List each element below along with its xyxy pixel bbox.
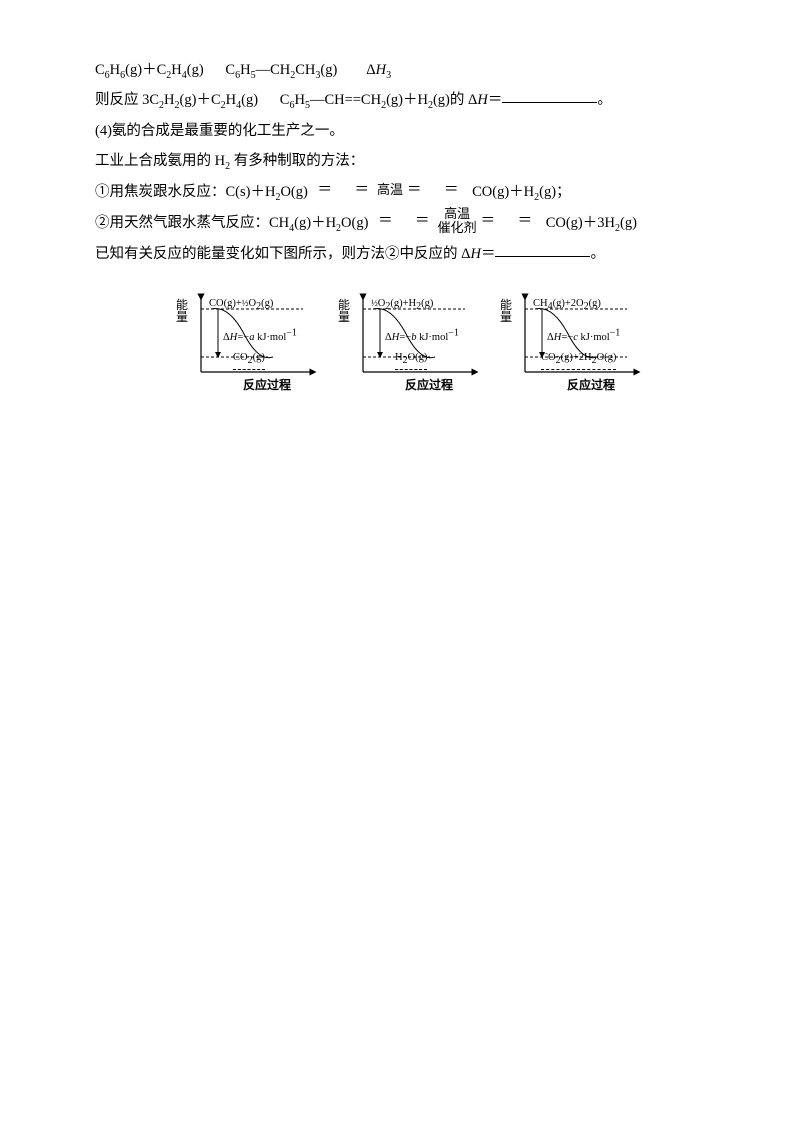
- delta-h-label: ΔH=−c kJ·mol−1: [547, 327, 620, 349]
- txt: CH: [295, 62, 315, 78]
- equation-methane-steam: ②用天然气跟水蒸气反应：CH4(g)＋H2O(g) ＝ ＝高温催化剂＝ ＝ CO…: [95, 208, 725, 239]
- text-hydrogen-methods: 工业上合成氨用的 H2 有多种制取的方法：: [95, 146, 725, 176]
- equation-coke-water: ①用焦炭跟水反应：C(s)＋H2O(g) ＝ ＝高温＝ ＝ CO(g)＋H2(g…: [95, 177, 725, 208]
- reaction-arrow: ＝ ＝高温＝ ＝: [313, 175, 466, 205]
- reaction-arrow: ＝ ＝高温催化剂＝ ＝: [374, 206, 540, 236]
- txt: (4)氨的合成是最重要的化工生产之一。: [95, 123, 344, 139]
- txt: O(g): [341, 215, 368, 231]
- txt: 。: [597, 92, 612, 108]
- top-species: ½O2(g)+H2(g): [371, 293, 433, 315]
- txt: CO(g)＋H: [472, 184, 534, 200]
- fill-blank: [502, 88, 597, 104]
- y-axis-label: 量: [176, 310, 188, 324]
- txt: H: [171, 62, 181, 78]
- txt: CO(g)＋3H: [546, 215, 615, 231]
- delta-h: H: [470, 246, 480, 262]
- txt: (g): [187, 62, 204, 78]
- energy-diagram-ch4: 能 量 CH4(g)+2O2(g) ΔH=−c kJ·mol−1 CO2(g)+…: [497, 287, 647, 397]
- txt: (g): [620, 215, 637, 231]
- txt: O(g): [280, 184, 307, 200]
- txt: (g) Δ: [320, 62, 375, 78]
- arrow-eq: ＝ ＝: [403, 182, 467, 198]
- txt: ＝: [488, 92, 503, 108]
- top-species: CO(g)+½O2(g): [209, 293, 273, 315]
- arrow-condition-top: 高温: [438, 207, 477, 221]
- txt: H: [240, 62, 250, 78]
- text-question-prompt: 已知有关反应的能量变化如下图所示，则方法②中反应的 ΔH＝ 。: [95, 239, 725, 269]
- energy-diagram-h2o: 能 量 ½O2(g)+H2(g) ΔH=−b kJ·mol−1 H2O(g) 反…: [335, 287, 485, 397]
- txt: H: [110, 62, 120, 78]
- bottom-species: CO2(g): [233, 347, 265, 370]
- arrow-condition: 高温: [377, 183, 403, 197]
- equation-target-reaction: 则反应 3C2H2(g)＋C2H4(g) C6H5—CH==CH2(g)＋H2(…: [95, 85, 725, 115]
- arrow-eq: ＝ ＝: [374, 213, 438, 229]
- equation-benzene-ethylbenzene: C6H6(g)＋C2H4(g) C6H5—CH2CH3(g) ΔH3: [95, 55, 725, 85]
- delta-h-label: ΔH=−a kJ·mol−1: [223, 327, 297, 349]
- txt: 已知有关反应的能量变化如下图所示，则方法②中反应的 Δ: [95, 246, 470, 262]
- bottom-species: H2O(g): [395, 347, 427, 370]
- energy-diagram-co: 能 量 CO(g)+½O2(g) ΔH=−a kJ·mol−1 CO2(g) 反…: [173, 287, 323, 397]
- txt: H: [164, 92, 174, 108]
- x-axis-label: 反应过程: [405, 373, 453, 398]
- delta-h: H: [376, 62, 386, 78]
- txt: 工业上合成氨用的 H: [95, 153, 225, 169]
- txt: (g)＋H: [386, 92, 428, 108]
- txt: (g)＋C: [180, 92, 221, 108]
- arrow-eq: ＝ ＝: [477, 213, 541, 229]
- fill-blank: [495, 241, 590, 257]
- delta-h: H: [477, 92, 487, 108]
- txt: ②用天然气跟水蒸气反应：CH: [95, 215, 289, 231]
- page-content: C6H6(g)＋C2H4(g) C6H5—CH2CH3(g) ΔH3 则反应 3…: [0, 0, 800, 397]
- txt: 则反应 3C: [95, 92, 159, 108]
- text-ammonia-intro: (4)氨的合成是最重要的化工生产之一。: [95, 116, 725, 146]
- txt: (g): [241, 92, 258, 108]
- txt: C: [225, 62, 235, 78]
- txt: 有多种制取的方法：: [230, 153, 364, 169]
- energy-diagrams: 能 量 CO(g)+½O2(g) ΔH=−a kJ·mol−1 CO2(g) 反…: [95, 287, 725, 397]
- txt: ①用焦炭跟水反应：C(s)＋H: [95, 184, 275, 200]
- txt: C: [95, 62, 105, 78]
- top-species: CH4(g)+2O2(g): [533, 293, 601, 315]
- txt: H: [294, 92, 304, 108]
- bottom-species: CO2(g)+2H2O(g): [541, 347, 616, 370]
- txt: C: [280, 92, 290, 108]
- txt: H: [226, 92, 236, 108]
- delta-h-label: ΔH=−b kJ·mol−1: [385, 327, 459, 349]
- arrow-condition-bot: 催化剂: [438, 221, 477, 235]
- x-axis-label: 反应过程: [567, 373, 615, 398]
- txt: (g)的 Δ: [433, 92, 477, 108]
- arrow-eq: ＝ ＝: [313, 182, 377, 198]
- txt: —CH==CH: [310, 92, 381, 108]
- txt: 。: [590, 246, 605, 262]
- txt: (g)＋C: [125, 62, 166, 78]
- txt: (g)＋H: [294, 215, 336, 231]
- sub: 3: [386, 70, 391, 81]
- y-axis-label: 量: [500, 310, 512, 324]
- txt: —CH: [256, 62, 291, 78]
- x-axis-label: 反应过程: [243, 373, 291, 398]
- txt: (g)；: [539, 184, 570, 200]
- txt: ＝: [481, 246, 496, 262]
- y-axis-label: 量: [338, 310, 350, 324]
